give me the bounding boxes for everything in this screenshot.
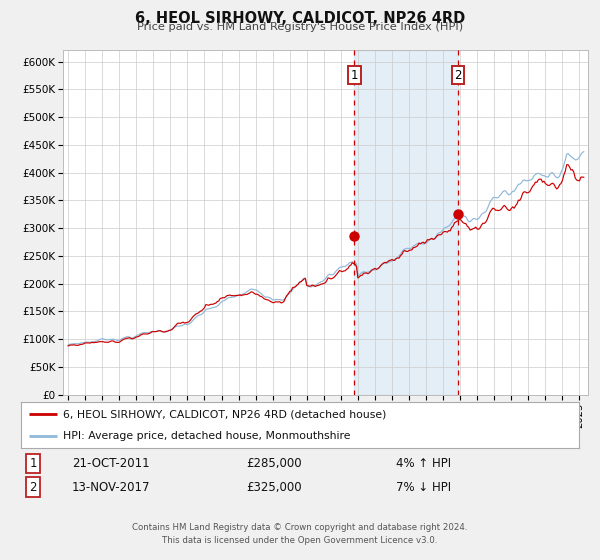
Bar (355, 50, 458, 395)
Text: 6, HEOL SIRHOWY, CALDICOT, NP26 4RD: 6, HEOL SIRHOWY, CALDICOT, NP26 4RD (135, 11, 465, 26)
Text: This data is licensed under the Open Government Licence v3.0.: This data is licensed under the Open Gov… (163, 536, 437, 545)
Text: 7% ↓ HPI: 7% ↓ HPI (396, 480, 451, 494)
Text: 4% ↑ HPI: 4% ↑ HPI (396, 457, 451, 470)
Text: 2: 2 (29, 480, 37, 494)
Text: Price paid vs. HM Land Registry's House Price Index (HPI): Price paid vs. HM Land Registry's House … (137, 22, 463, 32)
Text: 21-OCT-2011: 21-OCT-2011 (72, 457, 149, 470)
Text: 6, HEOL SIRHOWY, CALDICOT, NP26 4RD (detached house): 6, HEOL SIRHOWY, CALDICOT, NP26 4RD (det… (63, 409, 386, 419)
Text: 1: 1 (351, 69, 358, 82)
Text: 13-NOV-2017: 13-NOV-2017 (72, 480, 151, 494)
Text: 1: 1 (29, 457, 37, 470)
Text: £285,000: £285,000 (246, 457, 302, 470)
Text: £325,000: £325,000 (246, 480, 302, 494)
Text: Contains HM Land Registry data © Crown copyright and database right 2024.: Contains HM Land Registry data © Crown c… (132, 523, 468, 532)
Text: 2: 2 (454, 69, 461, 82)
Text: HPI: Average price, detached house, Monmouthshire: HPI: Average price, detached house, Monm… (63, 431, 350, 441)
